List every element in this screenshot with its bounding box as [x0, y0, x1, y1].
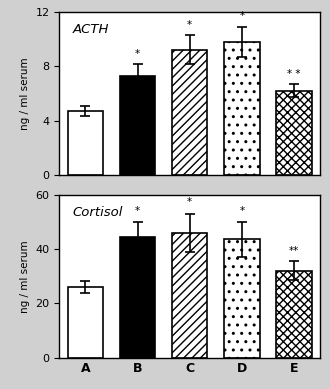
Text: **: **: [289, 246, 299, 256]
Bar: [172, 233, 208, 358]
Text: *: *: [135, 206, 140, 216]
Text: *: *: [135, 49, 140, 59]
Text: Cortisol: Cortisol: [73, 206, 123, 219]
Bar: [224, 240, 260, 358]
Text: *: *: [239, 11, 245, 21]
Text: *: *: [187, 197, 192, 207]
Text: *: *: [239, 206, 245, 216]
Bar: [276, 91, 312, 175]
Bar: [120, 237, 155, 358]
Text: *: *: [187, 20, 192, 30]
Bar: [276, 271, 312, 358]
Y-axis label: ng / ml serum: ng / ml serum: [20, 57, 30, 130]
Bar: [172, 50, 208, 175]
Bar: [224, 42, 260, 175]
Bar: [68, 287, 103, 358]
Bar: [120, 75, 155, 175]
Text: * *: * *: [287, 69, 301, 79]
Y-axis label: ng / ml serum: ng / ml serum: [20, 240, 30, 312]
Text: ACTH: ACTH: [73, 23, 109, 36]
Bar: [68, 111, 103, 175]
